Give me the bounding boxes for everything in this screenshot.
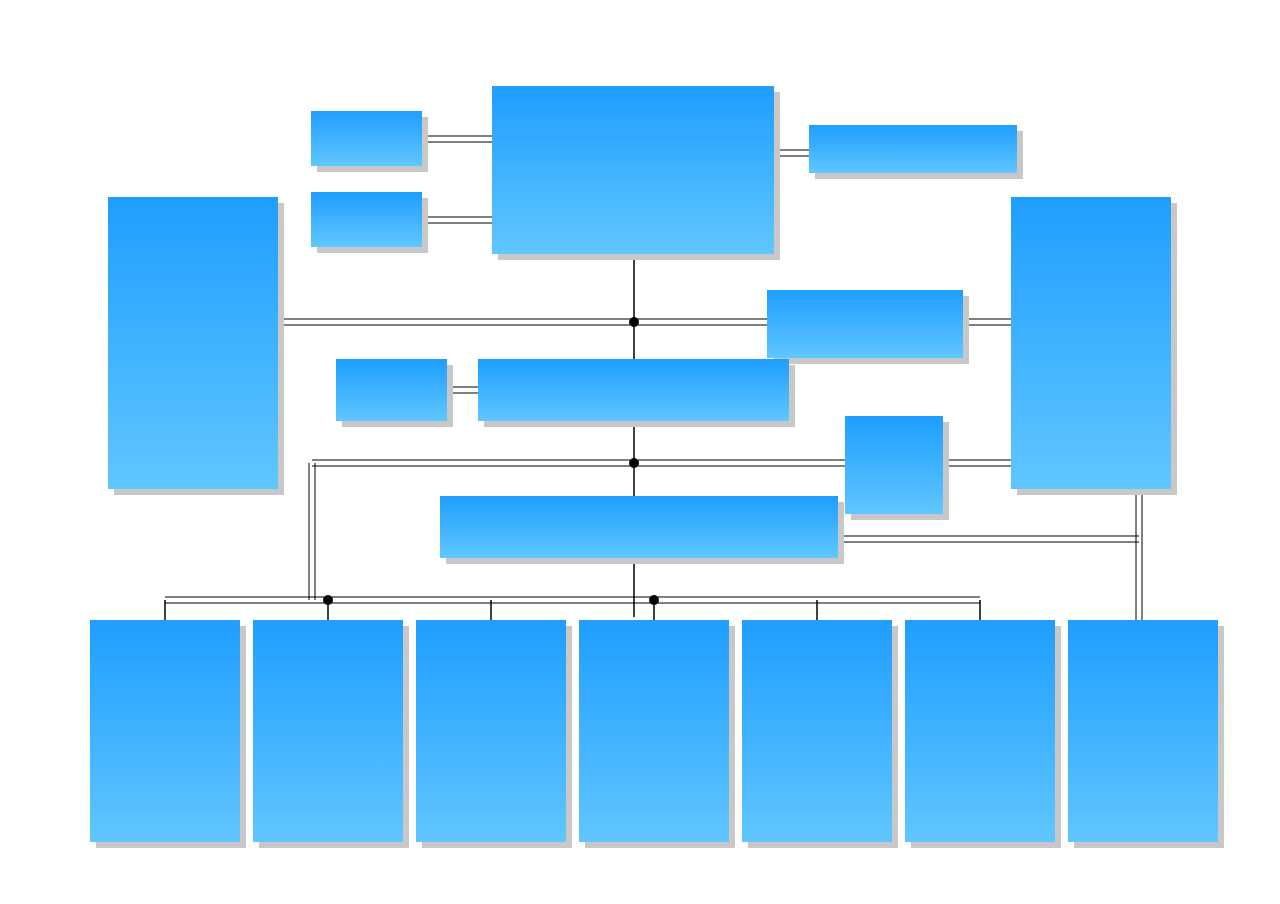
node-tr — [809, 125, 1017, 173]
org-chart — [0, 0, 1280, 904]
junction-dot — [629, 458, 639, 468]
node-top — [492, 86, 774, 254]
node-tl1 — [311, 111, 422, 166]
node-b4 — [742, 620, 892, 842]
node-sq — [845, 416, 943, 514]
junction-dot — [649, 595, 659, 605]
node-b3 — [579, 620, 729, 842]
node-mid-left — [336, 359, 447, 421]
junction-dot — [323, 595, 333, 605]
node-tl2 — [311, 192, 422, 247]
node-mid — [478, 359, 789, 421]
node-left-tall — [108, 197, 278, 489]
node-b5 — [905, 620, 1055, 842]
node-b0 — [90, 620, 240, 842]
nodes-layer — [90, 86, 1224, 848]
node-bar — [440, 496, 838, 558]
junction-dot — [629, 317, 639, 327]
node-mid-right — [767, 290, 963, 358]
node-b2 — [416, 620, 566, 842]
node-b1 — [253, 620, 403, 842]
node-right-tall — [1011, 197, 1171, 489]
node-b6 — [1068, 620, 1218, 842]
